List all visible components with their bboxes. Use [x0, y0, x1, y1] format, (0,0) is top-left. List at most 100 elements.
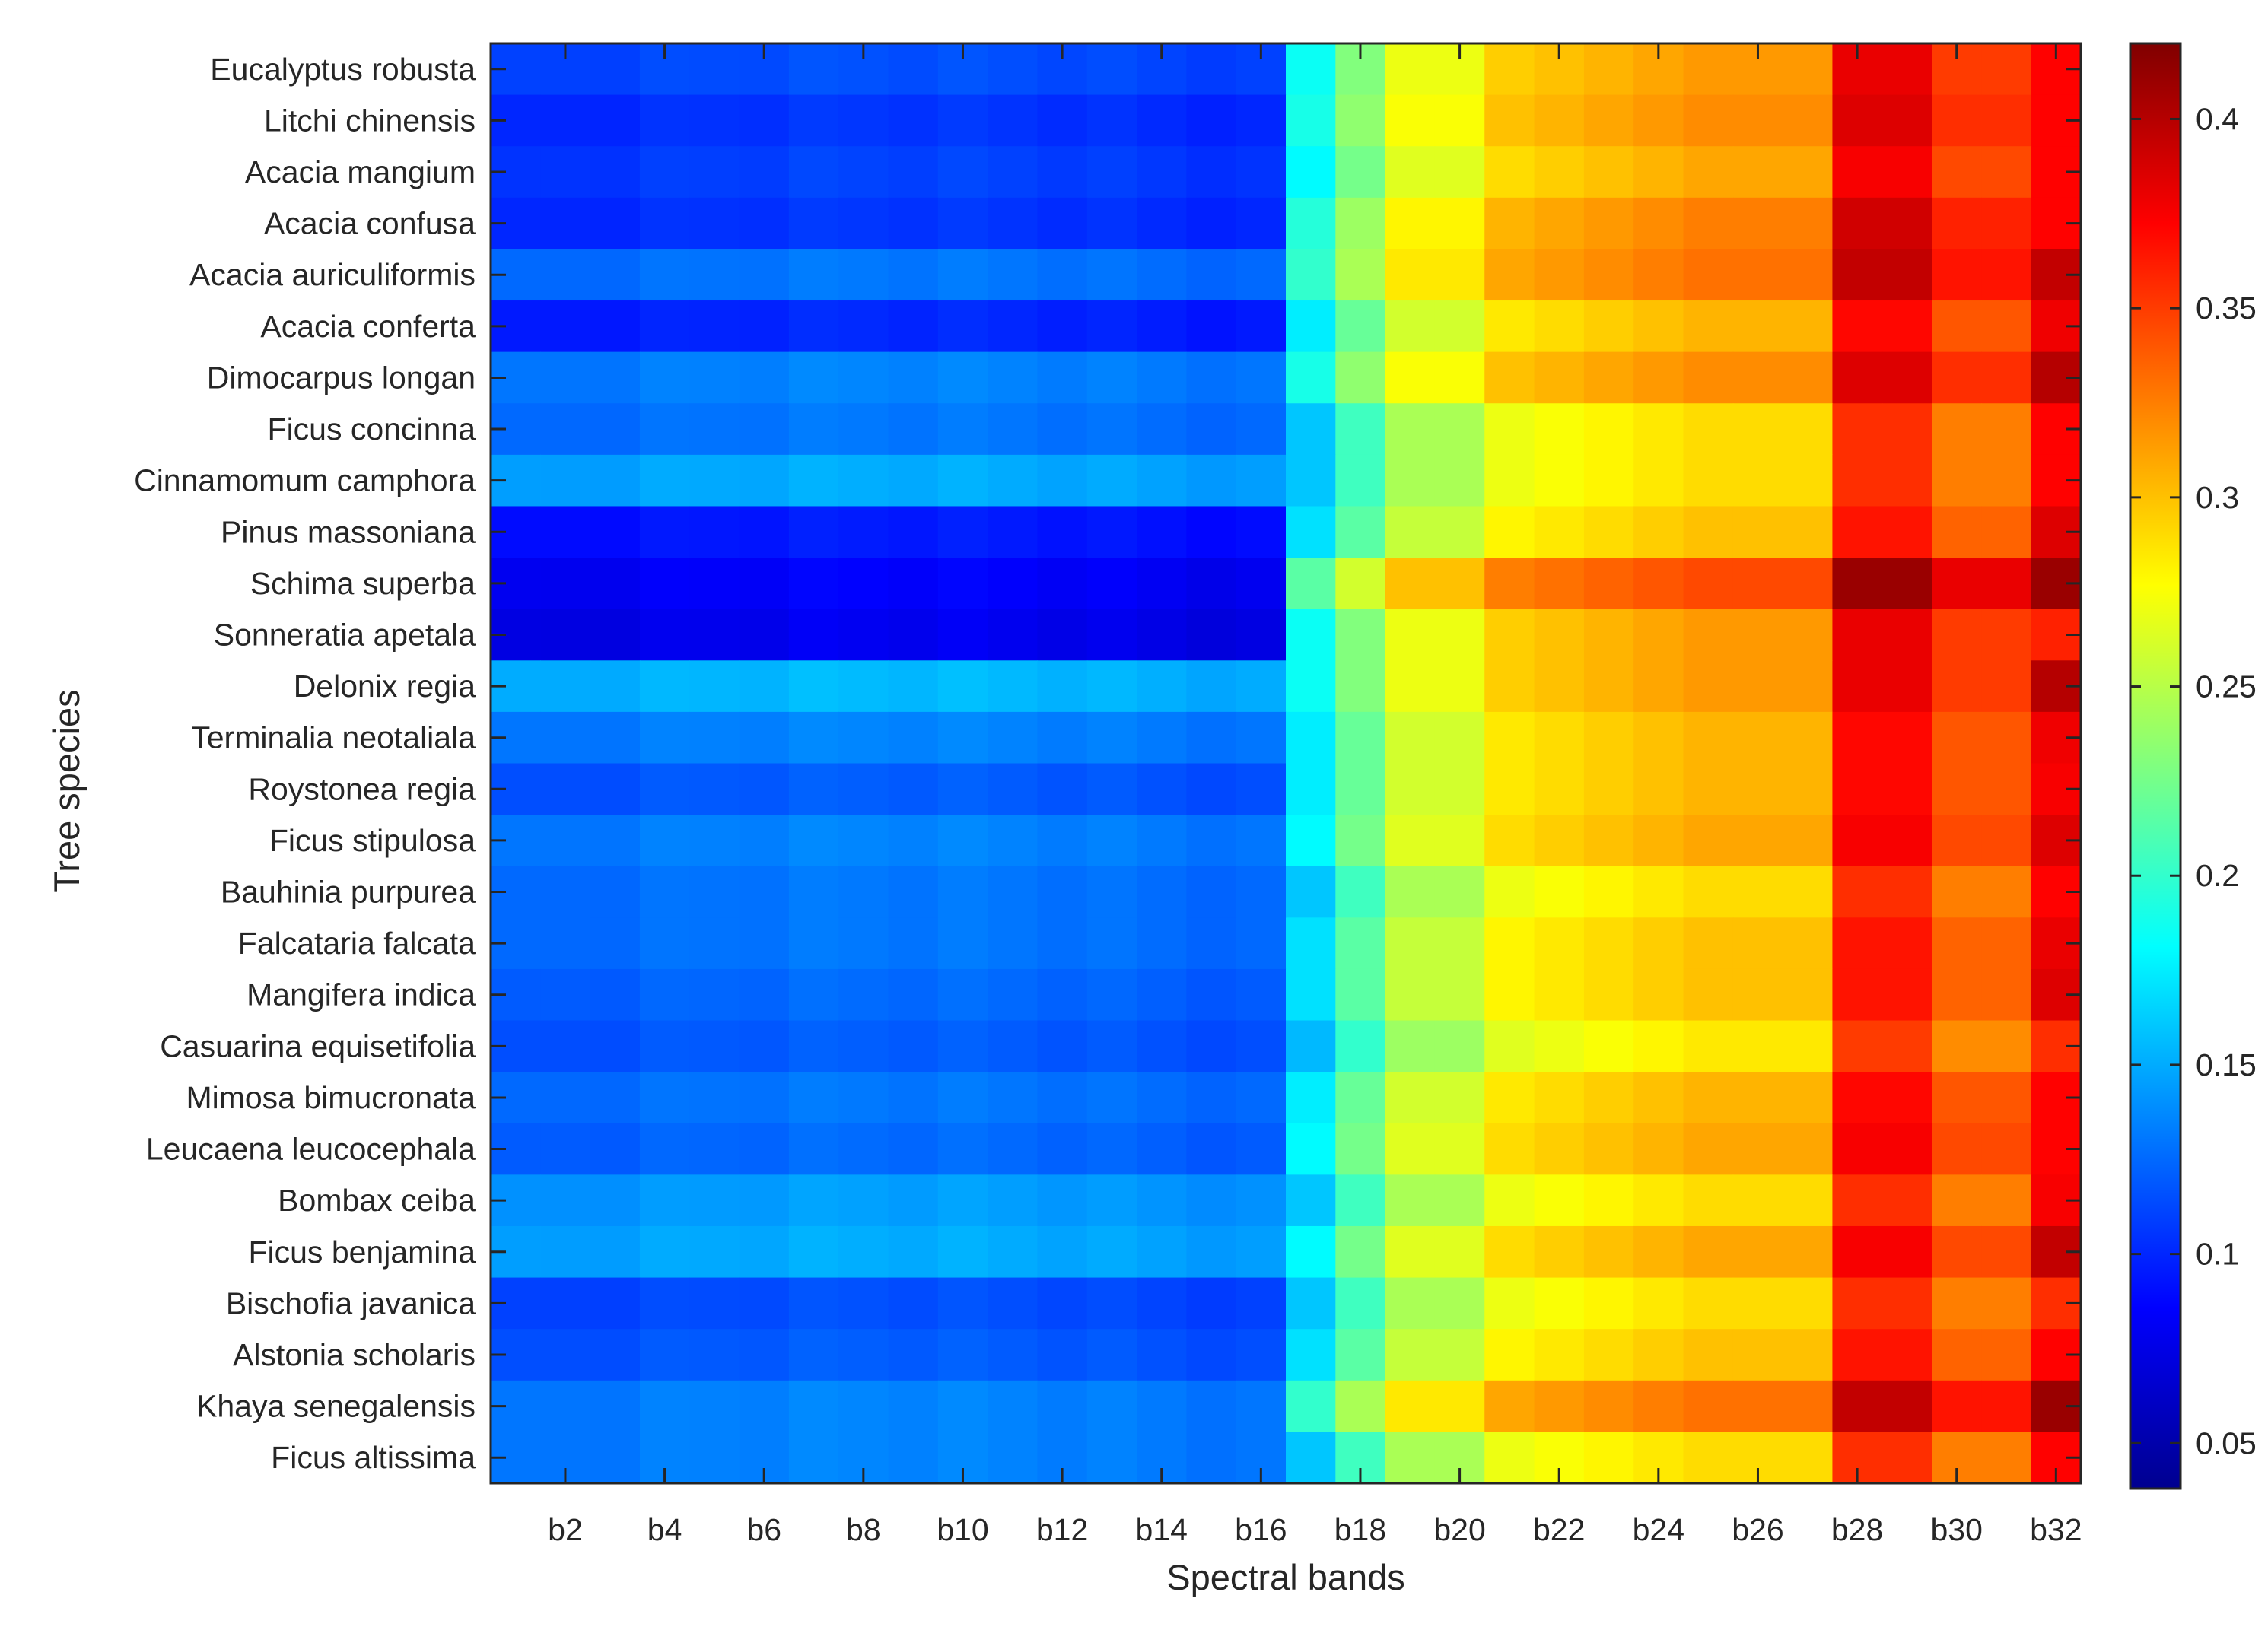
heatmap-cell [1385, 1123, 1436, 1175]
heatmap-cell [1236, 197, 1287, 250]
heatmap-cell [1385, 1174, 1436, 1227]
heatmap-cell [739, 94, 790, 147]
heatmap-cell [1137, 1277, 1187, 1330]
heatmap-cell [590, 660, 641, 713]
heatmap-cell [1683, 1277, 1734, 1330]
heatmap-cell [689, 300, 740, 353]
heatmap-cell [1385, 1072, 1436, 1124]
heatmap-cell [1385, 1329, 1436, 1381]
heatmap-cell [1236, 249, 1287, 301]
heatmap-cell [1086, 1329, 1137, 1381]
heatmap-cell [1932, 558, 1982, 610]
colorbar-ticks: 0.05 0.1 0.15 0.2 0.25 0.3 0.35 0.4 [2130, 101, 2257, 1460]
heatmap-cell [1932, 1225, 1982, 1279]
heatmap-cell [1932, 866, 1982, 918]
heatmap-cell [1583, 351, 1634, 404]
heatmap-cell [1583, 968, 1634, 1022]
heatmap-cell [1732, 968, 1783, 1022]
heatmap-cell [689, 1020, 740, 1072]
heatmap-cell [1832, 351, 1883, 404]
heatmap-cell [1236, 1072, 1287, 1124]
heatmap-cell [639, 94, 690, 147]
heatmap-cell [988, 1072, 1039, 1124]
heatmap-cell [788, 917, 839, 970]
heatmap-cell [1236, 94, 1287, 147]
heatmap-cell [1683, 94, 1734, 147]
heatmap-cell [1832, 711, 1883, 764]
heatmap-cell [1186, 1174, 1237, 1227]
heatmap-cell [1434, 94, 1485, 147]
heatmap-cell [739, 300, 790, 353]
heatmap-cell [1186, 146, 1237, 199]
species-label: Falcataria falcata [238, 926, 476, 961]
heatmap-cell [1236, 146, 1287, 199]
heatmap-cell [739, 763, 790, 815]
heatmap-cell [1385, 249, 1436, 301]
heatmap-cell [1981, 197, 2032, 250]
heatmap-cell [1882, 197, 1932, 250]
heatmap-cell [838, 711, 889, 764]
heatmap-cell [1633, 94, 1684, 147]
band-label: b16 [1235, 1512, 1287, 1547]
heatmap-cell [1186, 43, 1237, 96]
heatmap-cell [1981, 351, 2032, 404]
heatmap-cell [689, 454, 740, 507]
heatmap-cell [1783, 558, 1834, 610]
heatmap-cell [1783, 1072, 1834, 1124]
heatmap-cell [1484, 609, 1535, 661]
heatmap-cell [1086, 94, 1137, 147]
heatmap-cell [689, 866, 740, 918]
heatmap-cell [988, 917, 1039, 970]
heatmap-cell [1484, 454, 1535, 507]
heatmap-cell [1534, 1225, 1585, 1279]
heatmap-cell [639, 1174, 690, 1227]
heatmap-cell [988, 403, 1039, 456]
colorbar-tick-label: 0.3 [2196, 480, 2239, 515]
heatmap-cell [1683, 351, 1734, 404]
heatmap-cell [1186, 815, 1237, 867]
heatmap-cell [1484, 249, 1535, 301]
heatmap-cell [1783, 506, 1834, 558]
heatmap-cell [888, 815, 939, 867]
heatmap-cell [1286, 1225, 1336, 1279]
heatmap-cell [540, 1020, 591, 1072]
heatmap-cell [1037, 351, 1088, 404]
heatmap-cell [1137, 558, 1187, 610]
species-label: Litchi chinensis [264, 103, 476, 138]
heatmap-cell [1137, 1123, 1187, 1175]
heatmap-cell [937, 763, 988, 815]
heatmap-cell [1832, 1277, 1883, 1330]
heatmap-cell [1534, 403, 1585, 456]
heatmap-cell [1186, 197, 1237, 250]
heatmap-cell [639, 1225, 690, 1279]
heatmap-cell [1683, 1380, 1734, 1432]
heatmap-cell [1981, 1380, 2032, 1432]
heatmap-cell [639, 1020, 690, 1072]
heatmap-cell [1932, 94, 1982, 147]
heatmap-cell [1882, 300, 1932, 353]
heatmap-cell [888, 1380, 939, 1432]
heatmap-cell [1832, 197, 1883, 250]
heatmap-cell [1683, 43, 1734, 96]
heatmap-cell [540, 558, 591, 610]
heatmap-cell [788, 1123, 839, 1175]
heatmap-cell [689, 660, 740, 713]
heatmap-cell [788, 300, 839, 353]
heatmap-cell [1832, 866, 1883, 918]
heatmap-cell [1186, 558, 1237, 610]
heatmap-cell [1633, 866, 1684, 918]
species-label: Terminalia neotaliala [191, 720, 476, 755]
heatmap-cell [1534, 1020, 1585, 1072]
heatmap-cell [1981, 711, 2032, 764]
heatmap-cell [1633, 249, 1684, 301]
heatmap-cell [1981, 506, 2032, 558]
heatmap-cell [1633, 660, 1684, 713]
heatmap-cell [1683, 968, 1734, 1022]
heatmap-cell [1534, 1277, 1585, 1330]
heatmap-cell [1236, 300, 1287, 353]
heatmap-cell [739, 146, 790, 199]
heatmap-cell [1633, 506, 1684, 558]
heatmap-cell [689, 1380, 740, 1432]
heatmap-cell [689, 968, 740, 1022]
heatmap-cell [988, 609, 1039, 661]
